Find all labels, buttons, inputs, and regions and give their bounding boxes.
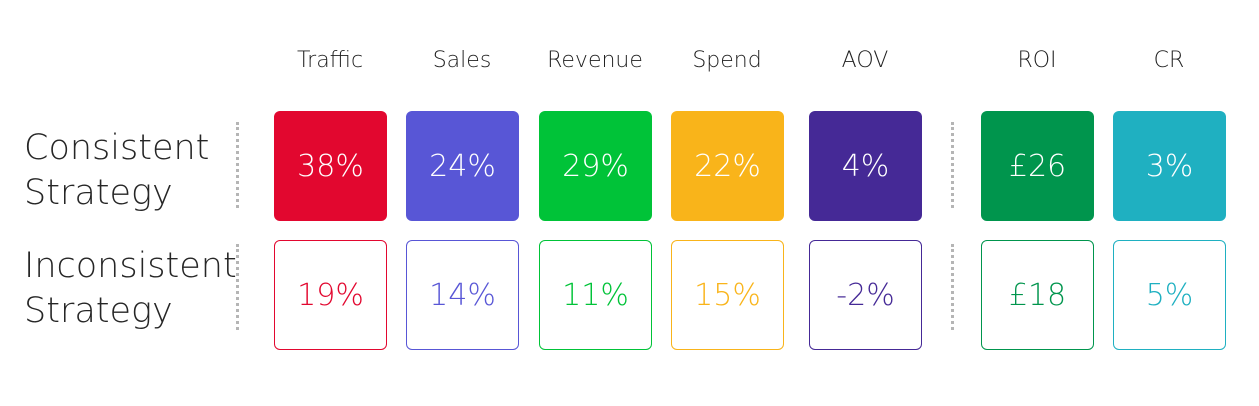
- row-label-consistent: Consistent Strategy: [24, 126, 209, 216]
- column-header-roi: ROI: [1017, 48, 1057, 73]
- tile-consistent-sales: 24%: [406, 111, 519, 221]
- tile-inconsistent-roi: £18: [981, 240, 1094, 350]
- row-label-line1: Consistent: [24, 128, 210, 168]
- column-header-revenue: Revenue: [547, 48, 643, 73]
- column-header-cr: CR: [1153, 48, 1185, 73]
- tile-consistent-roi: £26: [981, 111, 1094, 221]
- tile-inconsistent-traffic: 19%: [274, 240, 387, 350]
- tile-inconsistent-spend: 15%: [671, 240, 784, 350]
- dotted-divider: [951, 122, 954, 208]
- tile-consistent-spend: 22%: [671, 111, 784, 221]
- tile-consistent-revenue: 29%: [539, 111, 652, 221]
- row-label-line1: Inconsistent: [24, 246, 237, 286]
- row-label-line2: Strategy: [24, 173, 173, 213]
- tile-inconsistent-aov: -2%: [809, 240, 922, 350]
- tile-consistent-aov: 4%: [809, 111, 922, 221]
- column-header-traffic: Traffic: [296, 48, 364, 73]
- tile-consistent-traffic: 38%: [274, 111, 387, 221]
- row-label-line2: Strategy: [24, 291, 173, 331]
- column-header-spend: Spend: [692, 48, 762, 73]
- column-header-sales: Sales: [432, 48, 492, 73]
- dotted-divider: [236, 122, 239, 208]
- tile-consistent-cr: 3%: [1113, 111, 1226, 221]
- row-label-inconsistent: Inconsistent Strategy: [24, 244, 237, 334]
- dotted-divider: [951, 244, 954, 330]
- dotted-divider: [236, 244, 239, 330]
- tile-inconsistent-sales: 14%: [406, 240, 519, 350]
- column-header-aov: AOV: [841, 48, 889, 73]
- tile-inconsistent-cr: 5%: [1113, 240, 1226, 350]
- tile-inconsistent-revenue: 11%: [539, 240, 652, 350]
